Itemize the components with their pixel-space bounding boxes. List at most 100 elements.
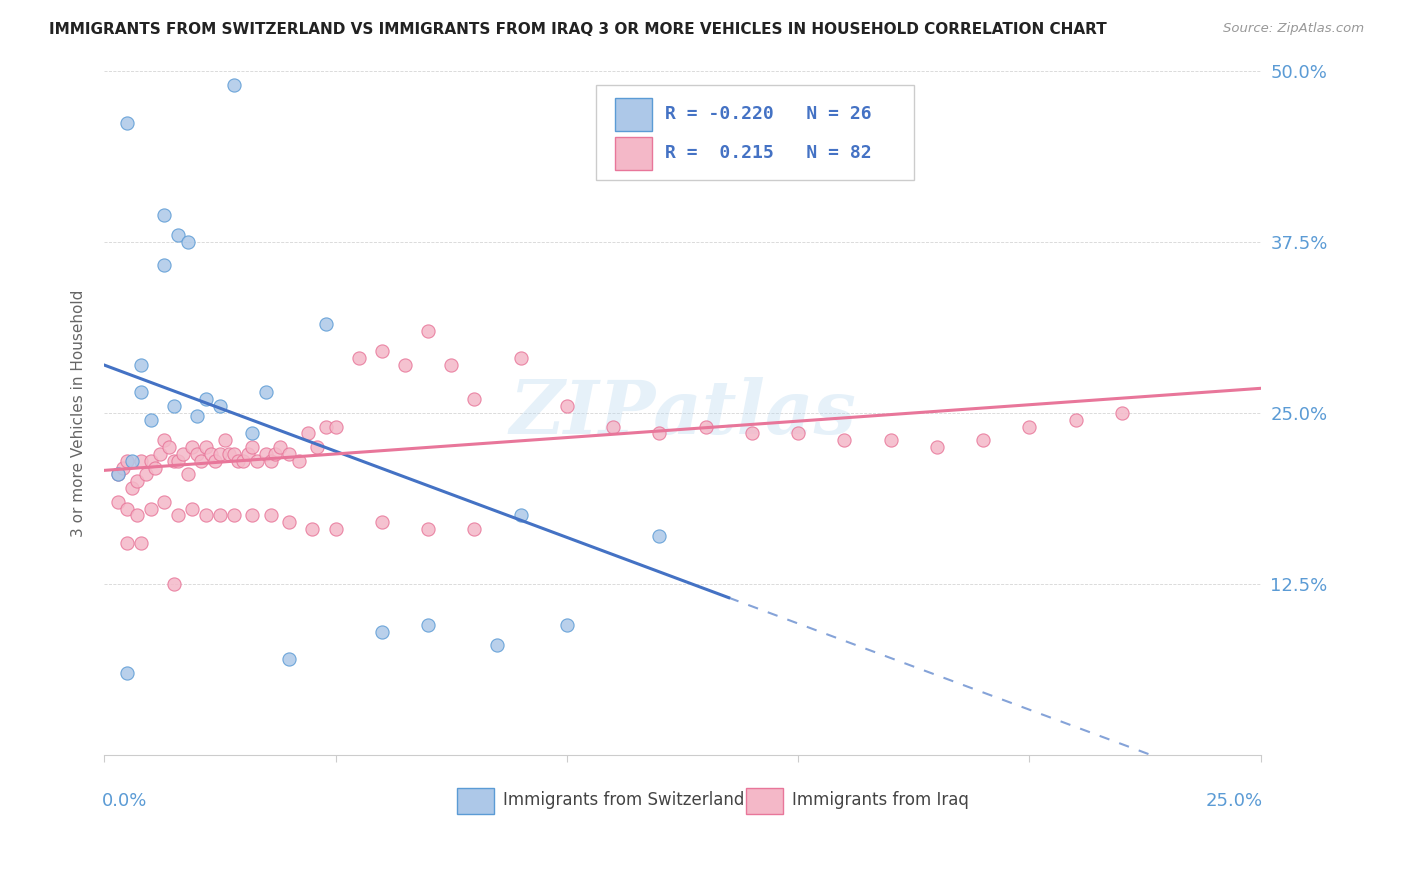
Point (222, 508, 245, 523)
Point (208, 447, 231, 461)
Point (186, 409, 208, 423)
Point (107, 467, 129, 482)
Point (208, 399, 231, 413)
Point (307, 440, 329, 454)
Point (111, 460, 134, 475)
Point (236, 447, 259, 461)
Point (315, 419, 337, 434)
Point (121, 481, 143, 495)
Point (143, 460, 166, 475)
Point (240, 426, 263, 441)
Point (297, 426, 319, 441)
Point (153, 208, 176, 222)
Point (121, 454, 143, 468)
Point (325, 419, 347, 434)
Point (879, 434, 901, 448)
Point (129, 536, 152, 550)
Point (254, 447, 277, 461)
Point (371, 516, 394, 530)
Point (222, 447, 245, 461)
Point (107, 467, 129, 482)
Point (181, 440, 204, 454)
Point (269, 440, 291, 454)
Point (222, 78, 245, 92)
Point (741, 426, 763, 441)
Point (325, 522, 347, 536)
Point (287, 454, 309, 468)
Point (176, 467, 198, 482)
Text: ZIPatlas: ZIPatlas (509, 376, 856, 450)
Point (176, 235, 198, 249)
Point (204, 454, 226, 468)
Point (416, 324, 439, 338)
Point (648, 426, 671, 441)
Text: Source: ZipAtlas.com: Source: ZipAtlas.com (1223, 22, 1364, 36)
Text: R = -0.220   N = 26: R = -0.220 N = 26 (665, 105, 872, 123)
Point (232, 454, 254, 468)
Point (172, 447, 194, 461)
Point (153, 434, 176, 448)
Point (163, 577, 186, 591)
Point (153, 495, 176, 509)
Point (129, 385, 152, 400)
Point (190, 454, 212, 468)
Point (157, 440, 180, 454)
Point (218, 447, 240, 461)
Point (260, 508, 283, 523)
Point (139, 454, 162, 468)
Point (486, 639, 509, 653)
Point (163, 454, 186, 468)
Point (278, 447, 301, 461)
Point (260, 454, 283, 468)
Point (1018, 419, 1040, 434)
FancyBboxPatch shape (457, 789, 494, 814)
Point (602, 419, 624, 434)
Point (240, 508, 263, 523)
Point (167, 454, 190, 468)
Point (117, 116, 139, 130)
Point (787, 426, 810, 441)
Point (347, 351, 370, 366)
Point (246, 454, 269, 468)
FancyBboxPatch shape (596, 85, 914, 180)
FancyBboxPatch shape (616, 136, 652, 169)
Text: R =  0.215   N = 82: R = 0.215 N = 82 (665, 145, 872, 162)
Point (129, 358, 152, 372)
Point (440, 358, 463, 372)
Point (167, 228, 190, 243)
Point (278, 652, 301, 666)
Point (200, 447, 222, 461)
Point (208, 508, 231, 523)
Point (315, 317, 337, 331)
Point (149, 447, 172, 461)
Point (371, 344, 394, 359)
Point (555, 399, 578, 413)
Point (181, 501, 204, 516)
Point (264, 447, 287, 461)
Point (195, 508, 218, 523)
Point (117, 665, 139, 680)
Text: Immigrants from Switzerland: Immigrants from Switzerland (503, 791, 745, 809)
Point (195, 440, 218, 454)
Text: Immigrants from Iraq: Immigrants from Iraq (793, 791, 969, 809)
Point (416, 618, 439, 632)
Point (139, 501, 162, 516)
Point (371, 624, 394, 639)
Point (394, 358, 416, 372)
Point (117, 501, 139, 516)
Point (153, 258, 176, 272)
Point (129, 454, 152, 468)
Point (1111, 406, 1133, 420)
Point (240, 440, 263, 454)
Point (648, 529, 671, 543)
Point (125, 475, 148, 489)
Y-axis label: 3 or more Vehicles in Household: 3 or more Vehicles in Household (72, 289, 86, 537)
Point (463, 522, 485, 536)
Point (1064, 413, 1087, 427)
Point (107, 495, 129, 509)
Point (695, 419, 717, 434)
Text: 0.0%: 0.0% (103, 792, 148, 811)
Point (301, 522, 323, 536)
Point (278, 516, 301, 530)
Point (834, 434, 856, 448)
